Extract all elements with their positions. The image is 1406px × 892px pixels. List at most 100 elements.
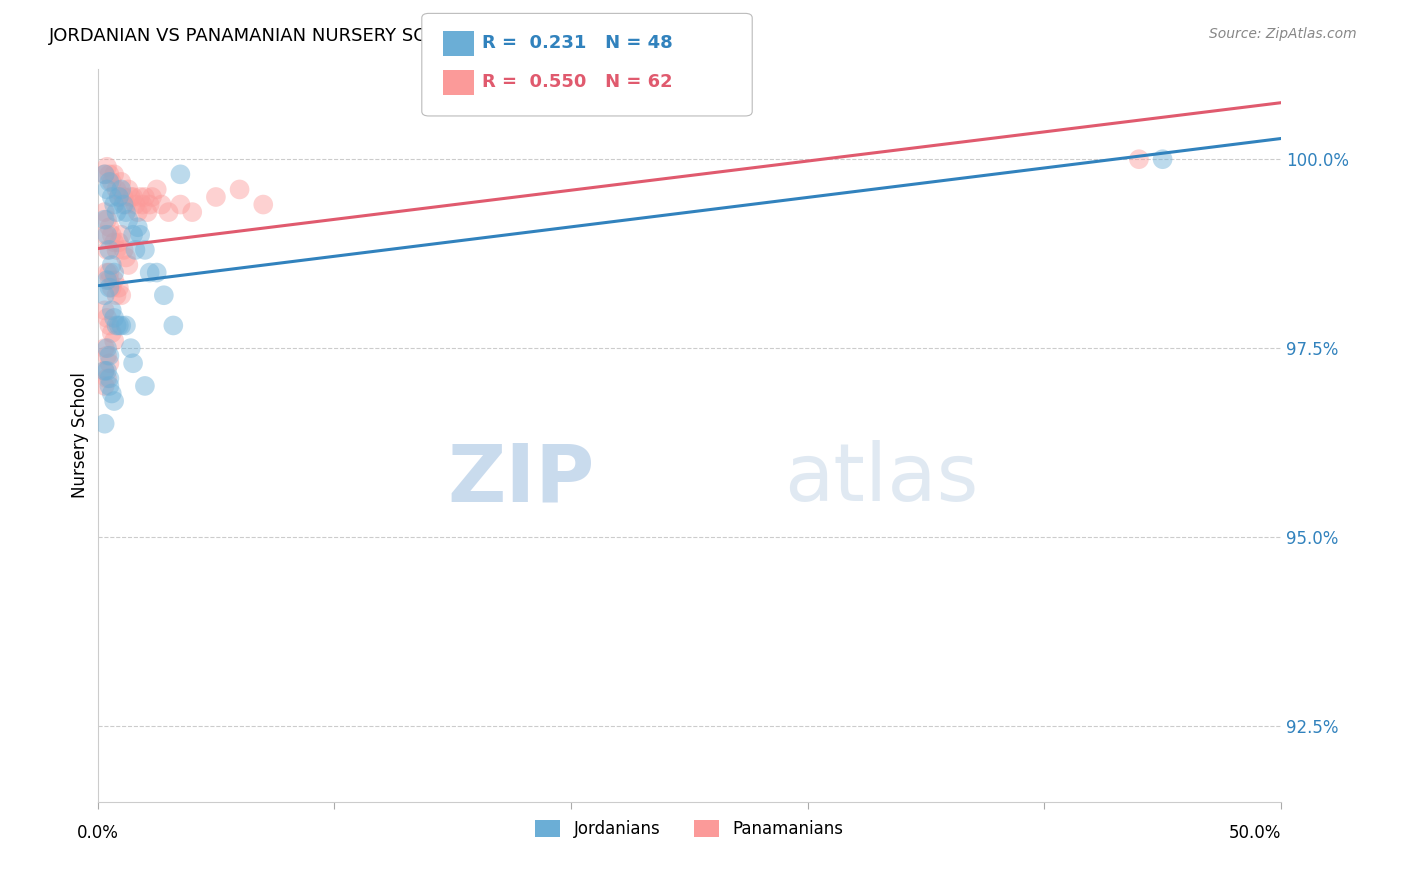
Point xyxy=(169,197,191,211)
Point xyxy=(134,379,156,393)
Text: atlas: atlas xyxy=(785,440,979,518)
Point xyxy=(98,371,121,385)
Point xyxy=(105,243,128,257)
Point xyxy=(96,349,118,363)
Point xyxy=(98,167,121,181)
Point xyxy=(105,182,128,196)
Point xyxy=(93,417,115,431)
Point xyxy=(96,273,118,287)
Point xyxy=(100,190,122,204)
Point xyxy=(124,197,146,211)
Point xyxy=(96,371,118,385)
Point xyxy=(115,251,138,265)
Point xyxy=(141,190,163,204)
Point xyxy=(103,197,125,211)
Point xyxy=(129,227,152,242)
Point xyxy=(145,266,167,280)
Point xyxy=(205,190,228,204)
Point xyxy=(145,182,167,196)
Point xyxy=(127,205,149,219)
Point xyxy=(138,197,160,211)
Point xyxy=(93,379,115,393)
Point xyxy=(93,227,115,242)
Point xyxy=(98,273,121,287)
Point xyxy=(105,288,128,302)
Point xyxy=(100,281,122,295)
Point xyxy=(110,318,132,333)
Point xyxy=(1152,152,1174,166)
Point xyxy=(96,212,118,227)
Y-axis label: Nursery School: Nursery School xyxy=(72,372,89,498)
Point xyxy=(100,258,122,272)
Point xyxy=(136,205,159,219)
Point xyxy=(115,197,138,211)
Point xyxy=(103,266,125,280)
Point xyxy=(131,197,153,211)
Text: R =  0.550   N = 62: R = 0.550 N = 62 xyxy=(482,73,673,91)
Point xyxy=(122,356,145,370)
Point xyxy=(105,205,128,219)
Point xyxy=(108,190,131,204)
Point xyxy=(110,288,132,302)
Point xyxy=(100,227,122,242)
Point xyxy=(96,364,118,378)
Point xyxy=(108,190,131,204)
Point xyxy=(93,167,115,181)
Point xyxy=(103,334,125,348)
Point xyxy=(100,175,122,189)
Point xyxy=(117,258,139,272)
Point xyxy=(122,190,145,204)
Point xyxy=(98,356,121,370)
Point xyxy=(103,394,125,409)
Point xyxy=(93,167,115,181)
Point xyxy=(150,197,173,211)
Point xyxy=(100,303,122,318)
Point xyxy=(93,364,115,378)
Point xyxy=(93,364,115,378)
Point xyxy=(93,303,115,318)
Point xyxy=(108,318,131,333)
Point xyxy=(98,220,121,235)
Point xyxy=(96,310,118,325)
Point xyxy=(138,266,160,280)
Point xyxy=(96,341,118,355)
Point xyxy=(252,197,274,211)
Text: ZIP: ZIP xyxy=(447,440,595,518)
Point xyxy=(112,190,135,204)
Point xyxy=(117,182,139,196)
Point xyxy=(134,190,156,204)
Point xyxy=(115,205,138,219)
Point xyxy=(98,281,121,295)
Point xyxy=(93,205,115,219)
Text: 0.0%: 0.0% xyxy=(77,823,118,841)
Point xyxy=(1128,152,1150,166)
Point xyxy=(129,190,152,204)
Point xyxy=(96,266,118,280)
Point xyxy=(100,386,122,401)
Point xyxy=(228,182,250,196)
Point xyxy=(115,318,138,333)
Text: JORDANIAN VS PANAMANIAN NURSERY SCHOOL CORRELATION CHART: JORDANIAN VS PANAMANIAN NURSERY SCHOOL C… xyxy=(49,27,679,45)
Point xyxy=(110,227,132,242)
Point xyxy=(103,310,125,325)
Point xyxy=(110,175,132,189)
Point xyxy=(93,212,115,227)
Point xyxy=(98,266,121,280)
Point xyxy=(134,243,156,257)
Point xyxy=(181,205,204,219)
Point xyxy=(98,349,121,363)
Point xyxy=(120,341,142,355)
Point xyxy=(96,160,118,174)
Point xyxy=(108,281,131,295)
Point xyxy=(93,341,115,355)
Text: Source: ZipAtlas.com: Source: ZipAtlas.com xyxy=(1209,27,1357,41)
Point xyxy=(169,167,191,181)
Point xyxy=(96,227,118,242)
Point xyxy=(124,243,146,257)
Point xyxy=(96,243,118,257)
Point xyxy=(120,190,142,204)
Point xyxy=(93,288,115,302)
Text: 50.0%: 50.0% xyxy=(1229,823,1281,841)
Legend: Jordanians, Panamanians: Jordanians, Panamanians xyxy=(529,813,849,845)
Point xyxy=(127,220,149,235)
